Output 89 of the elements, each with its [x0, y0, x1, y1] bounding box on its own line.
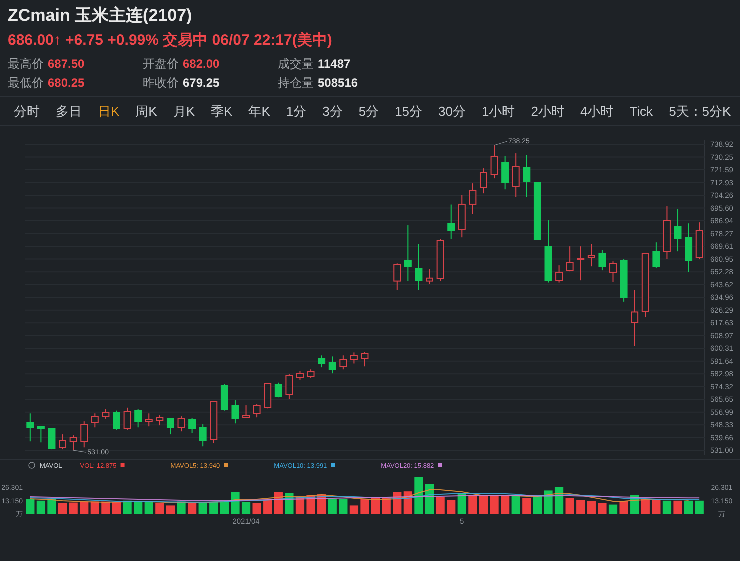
- text: 5天：5分K: [669, 104, 732, 119]
- bar: [674, 500, 682, 514]
- text: 679.25: [183, 76, 220, 90]
- text: 周K: [136, 104, 158, 119]
- text: 年K: [248, 104, 271, 119]
- bar: [166, 506, 176, 514]
- text: 1分: [286, 104, 307, 119]
- text: Tick: [630, 104, 654, 119]
- text: 月K: [173, 104, 196, 119]
- candlestick: [448, 204, 456, 240]
- candlestick: [523, 154, 531, 198]
- bar: [501, 496, 510, 514]
- candlestick: [685, 223, 693, 273]
- text: 30分: [438, 104, 466, 119]
- bar: [598, 503, 607, 514]
- bar: [112, 502, 122, 514]
- candlestick: [502, 156, 510, 190]
- text: 687.50: [48, 57, 86, 71]
- bar: [447, 500, 456, 514]
- bar: [210, 502, 218, 514]
- bar: [134, 502, 143, 514]
- bar: [576, 500, 586, 514]
- text: 成交量: [278, 57, 314, 71]
- bar: [652, 500, 661, 514]
- bar: [479, 496, 488, 514]
- text: 682.00: [183, 57, 220, 71]
- bar: [144, 502, 154, 514]
- bar: [102, 502, 110, 514]
- text: 680.25: [48, 76, 86, 90]
- text: 多日: [56, 104, 82, 119]
- candlestick: [404, 225, 412, 282]
- chart-title: ZCmain 玉米主连(2107): [8, 6, 192, 25]
- bar: [684, 500, 694, 514]
- bar: [80, 502, 89, 514]
- candlestick: [415, 244, 423, 291]
- bar: [252, 503, 262, 514]
- bar: [608, 504, 618, 514]
- bar: [436, 497, 445, 514]
- bar: [188, 503, 197, 514]
- candlestick: [26, 413, 34, 442]
- bar: [662, 500, 672, 514]
- bar: [566, 498, 574, 514]
- text: 3分: [322, 104, 343, 119]
- text: 昨收价: [143, 76, 179, 90]
- bar: [220, 502, 229, 514]
- bar: [48, 498, 56, 514]
- text: 最低价: [8, 76, 44, 90]
- bar: [58, 503, 68, 514]
- text: 开盘价: [143, 57, 179, 71]
- bar: [695, 500, 704, 514]
- bar: [544, 490, 553, 514]
- text: 11487: [318, 57, 352, 71]
- text: 15分: [395, 104, 423, 119]
- bar: [620, 501, 628, 514]
- bar: [350, 506, 359, 514]
- bar: [177, 502, 186, 514]
- text: 5分: [358, 104, 380, 119]
- bar: [36, 500, 46, 514]
- text: 持仓量: [278, 76, 314, 90]
- bar: [242, 502, 251, 514]
- text: 最高价: [8, 57, 44, 71]
- text: 季K: [211, 104, 234, 119]
- bar: [264, 500, 272, 514]
- candlestick: [37, 426, 45, 444]
- text: 分时: [14, 104, 40, 119]
- bar: [198, 503, 208, 514]
- bar: [339, 499, 348, 514]
- bar: [490, 496, 499, 514]
- bar: [360, 499, 370, 514]
- bar: [522, 498, 532, 514]
- bar: [328, 498, 337, 514]
- bar: [468, 496, 478, 514]
- bar: [414, 478, 424, 514]
- candlestick: [166, 418, 174, 436]
- bar: [533, 496, 542, 514]
- bar: [156, 503, 164, 514]
- bar: [231, 492, 240, 514]
- bar: [90, 502, 100, 514]
- bar: [26, 499, 35, 514]
- text: 日K: [98, 104, 120, 119]
- chart-subtitle: 686.00↑ +6.75 +0.99% 交易中 06/07 22:17(美中): [8, 31, 332, 49]
- text: 2小时: [531, 104, 564, 119]
- bar: [69, 502, 78, 514]
- text: 508516: [318, 76, 358, 90]
- text: 1小时: [482, 104, 516, 119]
- bar: [512, 496, 520, 514]
- text: 4小时: [580, 104, 614, 119]
- candlestick: [674, 208, 682, 252]
- bar: [587, 501, 596, 514]
